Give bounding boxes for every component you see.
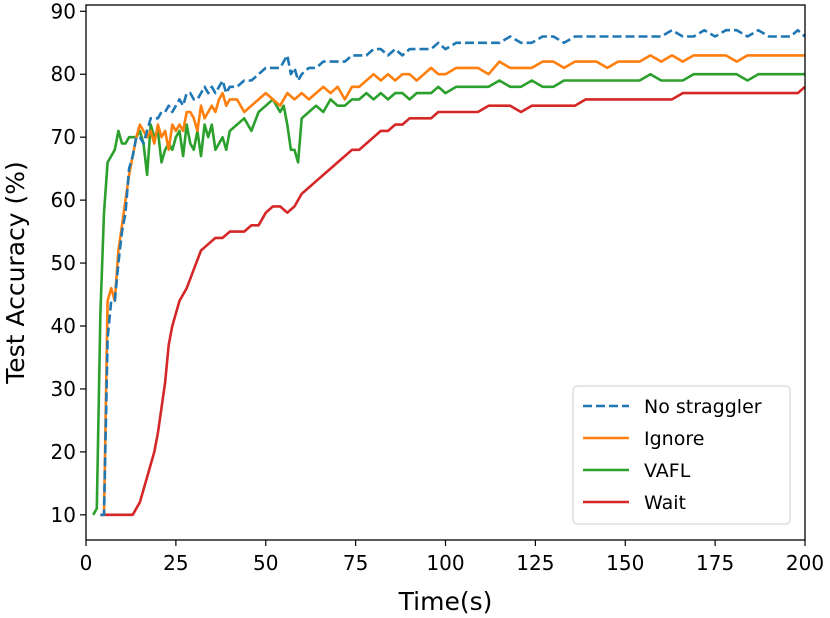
y-axis: 10 20 30 40 50 60 70 80 90	[51, 0, 86, 527]
x-axis-title: Time(s)	[398, 587, 493, 616]
legend-label-no-straggler: No straggler	[644, 396, 762, 418]
y-tick-label: 10	[51, 503, 76, 527]
x-tick-label: 150	[606, 551, 644, 575]
y-tick-label: 30	[51, 377, 76, 401]
series-line-wait	[100, 85, 806, 517]
y-tick-label: 60	[51, 188, 76, 212]
x-axis: 0 25 50 75 100 125 150 175 200	[80, 540, 824, 575]
legend: No straggler Ignore VAFL Wait	[572, 385, 791, 525]
x-tick-label: 175	[696, 551, 734, 575]
x-tick-label: 200	[786, 551, 824, 575]
legend-label-vafl: VAFL	[644, 460, 691, 482]
y-tick-label: 70	[51, 125, 76, 149]
series-layer	[92, 28, 806, 517]
legend-label-ignore: Ignore	[644, 428, 704, 450]
y-tick-label: 50	[51, 251, 76, 275]
legend-label-wait: Wait	[644, 492, 686, 514]
series-line-ignore	[100, 54, 805, 517]
y-axis-title: Test Accuracy (%)	[1, 161, 30, 385]
y-tick-label: 40	[51, 314, 76, 338]
y-tick-label: 90	[51, 0, 76, 23]
x-tick-label: 50	[253, 551, 278, 575]
x-tick-label: 125	[516, 551, 554, 575]
x-tick-label: 25	[163, 551, 188, 575]
y-tick-label: 20	[51, 440, 76, 464]
x-tick-label: 75	[343, 551, 368, 575]
y-tick-label: 80	[51, 62, 76, 86]
legend-box	[572, 385, 791, 525]
x-tick-label: 100	[426, 551, 464, 575]
series-line-no-straggler	[100, 28, 806, 517]
x-tick-label: 0	[80, 551, 93, 575]
